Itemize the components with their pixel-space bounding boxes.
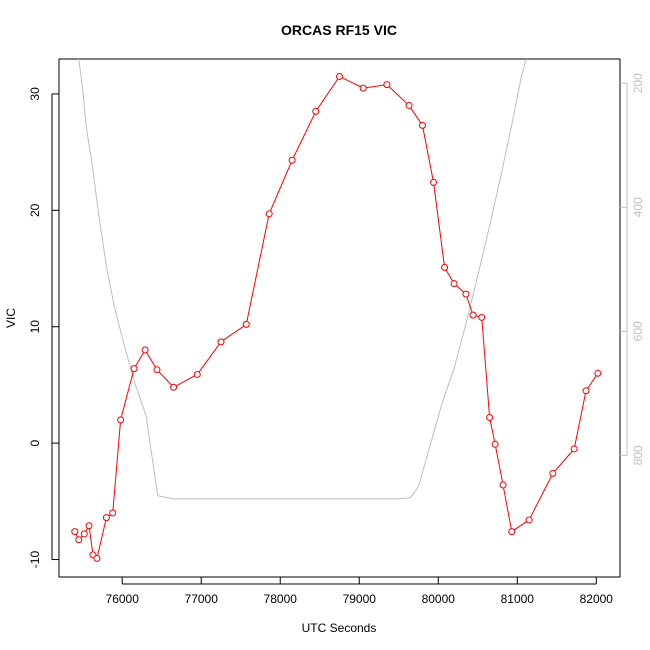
series-0-point-20 — [359, 84, 367, 92]
series-0-point-12 — [170, 383, 178, 391]
x-tick-label-5: 81000 — [501, 592, 535, 606]
x-axis-label: UTC Seconds — [302, 621, 377, 635]
series-0-point-18 — [312, 107, 320, 115]
series-0-point-9 — [130, 365, 138, 373]
series-0-point-28 — [469, 311, 477, 319]
y-tick-label-3: 20 — [28, 203, 42, 217]
y-axis-left: -10 0 10 20 30 — [28, 87, 59, 568]
series-0-point-17 — [288, 156, 296, 164]
series-0-point-3 — [85, 522, 93, 530]
series-0-point-31 — [491, 440, 499, 448]
series-0-point-1 — [75, 536, 83, 544]
series-0-point-14 — [217, 338, 225, 346]
y-tick-label-2: 10 — [28, 320, 42, 334]
series-1-line — [78, 59, 527, 500]
x-tick-label-0: 76000 — [106, 592, 140, 606]
series-0-line — [74, 75, 599, 560]
y-tick-label-4: 30 — [28, 87, 42, 101]
series-0-point-36 — [570, 445, 578, 453]
series-0-point-13 — [193, 370, 201, 378]
series-layer — [71, 59, 602, 562]
y2-tick-label-0: 200 — [631, 73, 645, 93]
y-tick-label-1: 0 — [28, 439, 42, 446]
y-tick-label-0: -10 — [28, 551, 42, 569]
series-0-point-0 — [71, 528, 79, 536]
series-0-point-15 — [242, 320, 250, 328]
x-tick-label-4: 80000 — [422, 592, 456, 606]
series-0-point-6 — [102, 514, 110, 522]
series-0-point-30 — [486, 414, 494, 422]
series-0-point-2 — [80, 530, 88, 538]
x-tick-label-2: 78000 — [264, 592, 298, 606]
series-0-point-26 — [450, 280, 458, 288]
x-tick-label-1: 77000 — [185, 592, 219, 606]
series-0-point-34 — [525, 516, 533, 524]
y2-tick-label-3: 800 — [631, 445, 645, 465]
plot-frame — [58, 58, 621, 578]
series-0-point-8 — [117, 416, 125, 424]
series-0-point-7 — [109, 509, 117, 517]
series-0-point-22 — [405, 102, 413, 110]
series-0-point-33 — [508, 528, 516, 536]
series-0-point-37 — [582, 387, 590, 395]
series-0-point-16 — [265, 210, 273, 218]
series-0-point-19 — [336, 72, 343, 80]
series-0-point-23 — [418, 121, 426, 129]
series-0-point-24 — [430, 178, 438, 186]
y2-tick-label-1: 400 — [631, 197, 645, 217]
x-axis: 76000 77000 78000 79000 80000 81000 82000 — [106, 577, 614, 606]
series-0-point-5 — [93, 554, 101, 562]
series-0-point-35 — [549, 469, 557, 477]
y-axis-label: VIC — [4, 308, 18, 328]
y-axis-right: 200 400 600 800 — [620, 73, 645, 465]
x-tick-label-3: 79000 — [343, 592, 377, 606]
series-0-point-38 — [594, 369, 602, 377]
series-0-point-32 — [499, 481, 507, 489]
series-0-point-25 — [441, 263, 449, 271]
series-0-point-11 — [153, 366, 161, 374]
x-tick-label-6: 82000 — [580, 592, 614, 606]
chart-title: ORCAS RF15 VIC — [281, 22, 397, 38]
series-0-point-21 — [383, 81, 391, 89]
y2-tick-label-2: 600 — [631, 321, 645, 341]
series-0-point-27 — [462, 290, 470, 298]
series-0-point-29 — [478, 313, 486, 321]
series-0-point-10 — [141, 346, 149, 354]
